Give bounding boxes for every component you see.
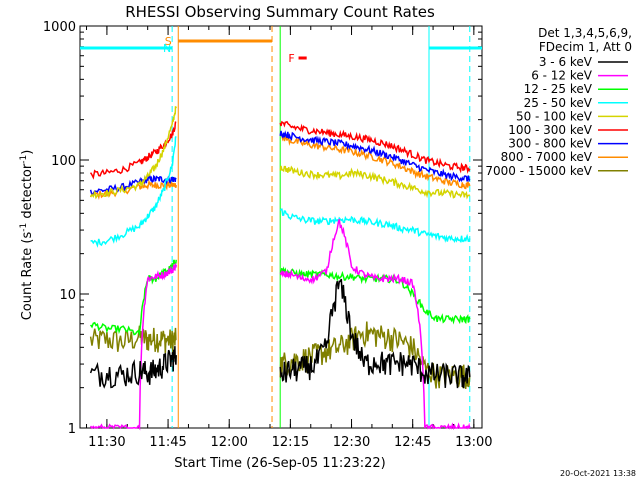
series-line bbox=[279, 208, 471, 244]
x-tick-label: 12:30 bbox=[333, 435, 370, 450]
x-axis-label: Start Time (26-Sep-05 11:23:22) bbox=[174, 456, 385, 471]
y-axis-label-exp: -1 bbox=[19, 155, 29, 164]
legend-label: 25 - 50 keV bbox=[524, 96, 593, 110]
series-line bbox=[89, 325, 177, 355]
legend-header-line: Det 1,3,4,5,6,9, bbox=[538, 26, 632, 40]
series-line bbox=[279, 218, 471, 431]
x-tick-label: 12:15 bbox=[272, 435, 309, 450]
series-line bbox=[89, 179, 177, 201]
flare-label: F bbox=[288, 52, 294, 65]
series-line bbox=[89, 173, 177, 197]
y-tick-label: 1 bbox=[68, 422, 76, 437]
legend-label: 100 - 300 keV bbox=[508, 123, 592, 137]
legend-label: 7000 - 15000 keV bbox=[485, 164, 592, 178]
legend-label: 800 - 7000 keV bbox=[501, 150, 593, 164]
y-axis-label: Count Rate (s-1 detector-1) bbox=[19, 150, 35, 321]
legend: Det 1,3,4,5,6,9, FDecim 1, Att 0 3 - 6 k… bbox=[485, 26, 632, 178]
series-line bbox=[89, 106, 177, 200]
legend-label: 12 - 25 keV bbox=[524, 82, 593, 96]
series-line bbox=[279, 131, 471, 190]
legend-label: 6 - 12 keV bbox=[531, 69, 593, 83]
y-axis-label-part: ) bbox=[20, 150, 35, 155]
series-line bbox=[89, 121, 177, 180]
x-tick-label: 11:30 bbox=[88, 435, 125, 450]
series-line bbox=[89, 263, 177, 431]
legend-label: 50 - 100 keV bbox=[516, 109, 593, 123]
y-axis-label-part: detector bbox=[20, 163, 35, 223]
y-tick-label: 100 bbox=[51, 154, 76, 169]
legend-label: 3 - 6 keV bbox=[539, 55, 593, 69]
legend-header-line: FDecim 1, Att 0 bbox=[539, 40, 632, 54]
plot-frame bbox=[79, 25, 483, 429]
x-tick-label: 13:00 bbox=[455, 435, 492, 450]
x-tick-label: 11:45 bbox=[149, 435, 186, 450]
y-tick-label: 10 bbox=[59, 288, 76, 303]
y-axis-label-exp: -1 bbox=[19, 223, 29, 232]
series-line bbox=[279, 120, 471, 174]
legend-label: 300 - 800 keV bbox=[508, 137, 592, 151]
night-label: N bbox=[163, 42, 171, 55]
series-line bbox=[90, 135, 177, 248]
y-tick-label: 1000 bbox=[43, 20, 76, 35]
series-line bbox=[279, 165, 471, 200]
series-line bbox=[279, 130, 471, 183]
y-axis-label-part: Count Rate (s bbox=[20, 232, 35, 321]
x-tick-label: 12:00 bbox=[210, 435, 247, 450]
x-tick-label: 12:45 bbox=[394, 435, 431, 450]
series-line bbox=[89, 259, 177, 337]
series-line bbox=[279, 321, 471, 390]
series-line bbox=[279, 278, 471, 389]
plot-area: 1 10 100 1000 11:30 11:45 12:00 12:15 12:30 12:45… bbox=[43, 20, 493, 450]
chart-title: RHESSI Observing Summary Count Rates bbox=[125, 3, 435, 21]
series-line bbox=[280, 266, 471, 325]
footer-timestamp: 20-Oct-2021 13:38 bbox=[560, 469, 636, 478]
series-line bbox=[89, 346, 177, 389]
saa-label: S bbox=[165, 35, 172, 48]
